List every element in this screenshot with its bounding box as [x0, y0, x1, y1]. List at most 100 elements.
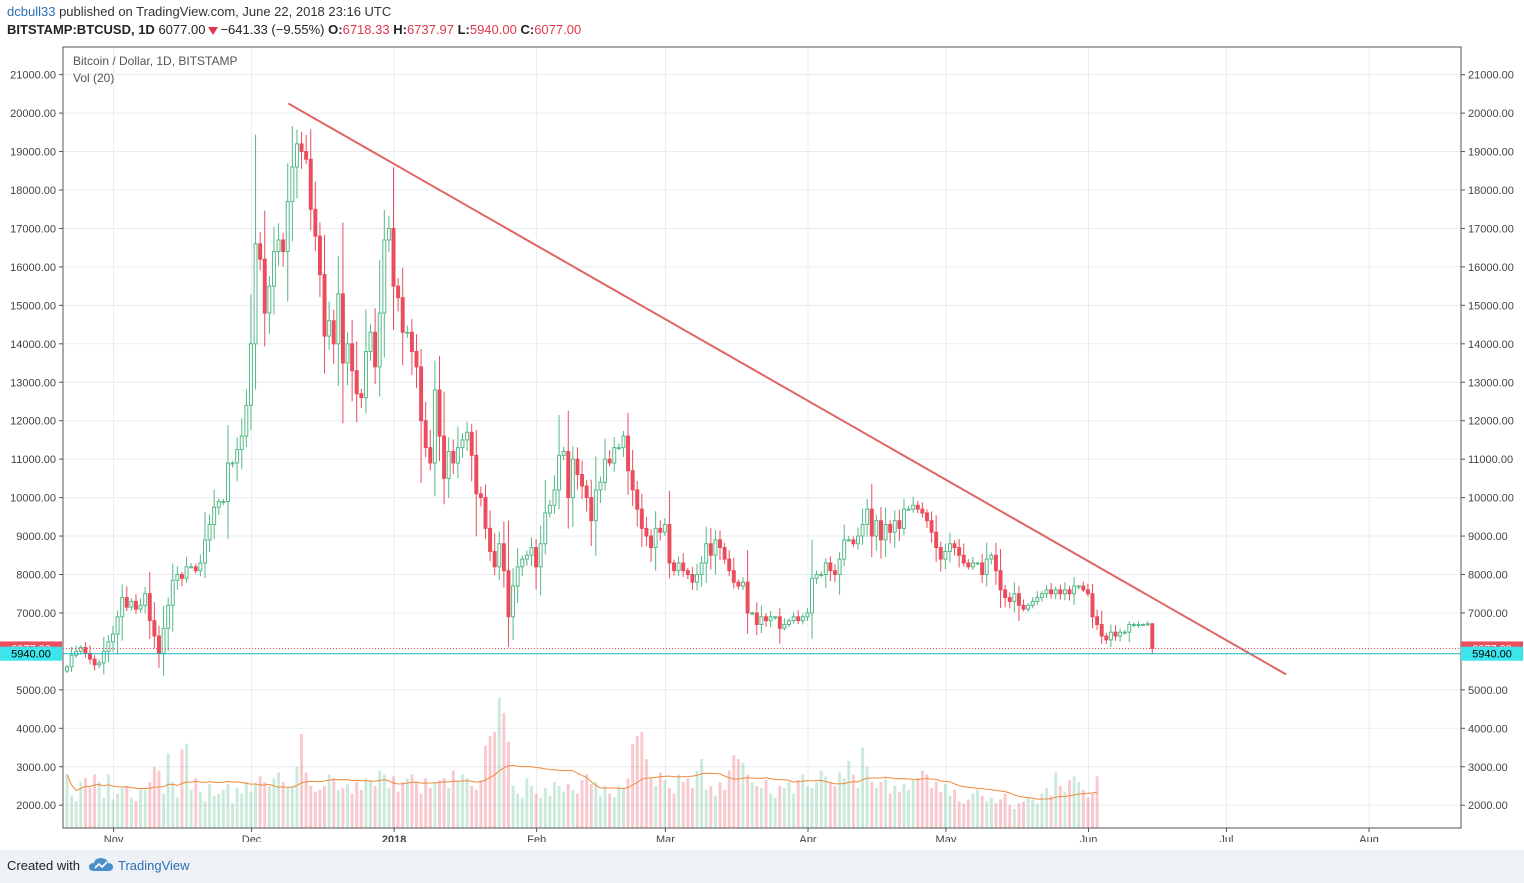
candle[interactable]	[193, 566, 198, 572]
candle[interactable]	[221, 500, 226, 503]
candle[interactable]	[952, 543, 957, 549]
candle[interactable]	[138, 604, 143, 610]
candle[interactable]	[106, 641, 111, 652]
candle[interactable]	[764, 616, 768, 622]
candle[interactable]	[901, 508, 906, 529]
candle[interactable]	[359, 393, 364, 399]
candle[interactable]	[883, 524, 888, 541]
candle[interactable]	[239, 435, 244, 451]
candle[interactable]	[313, 208, 318, 237]
candle[interactable]	[225, 462, 230, 502]
candle[interactable]	[970, 562, 975, 568]
candle[interactable]	[961, 554, 966, 564]
candle[interactable]	[1122, 631, 1127, 634]
candle[interactable]	[929, 520, 934, 533]
candle[interactable]	[589, 497, 594, 522]
candle[interactable]	[1104, 635, 1109, 641]
candle[interactable]	[975, 562, 980, 565]
candle[interactable]	[1090, 593, 1095, 618]
candle[interactable]	[1127, 623, 1132, 633]
candle[interactable]	[1049, 589, 1054, 595]
candle[interactable]	[810, 577, 814, 614]
candle[interactable]	[828, 562, 833, 572]
candle[interactable]	[451, 450, 456, 464]
candle[interactable]	[874, 520, 879, 537]
candle[interactable]	[593, 489, 598, 522]
candle[interactable]	[837, 558, 842, 575]
candle[interactable]	[856, 535, 860, 545]
candle[interactable]	[1012, 593, 1017, 602]
candle[interactable]	[170, 579, 175, 606]
candle[interactable]	[409, 331, 414, 352]
candle[interactable]	[708, 543, 713, 556]
candle[interactable]	[598, 481, 603, 491]
candle[interactable]	[842, 539, 847, 560]
candle[interactable]	[892, 520, 897, 533]
candle[interactable]	[304, 151, 309, 160]
candle[interactable]	[860, 524, 865, 537]
candle[interactable]	[644, 527, 649, 537]
candle[interactable]	[474, 454, 479, 495]
candle[interactable]	[626, 435, 631, 472]
candle[interactable]	[363, 350, 368, 399]
candle[interactable]	[984, 558, 989, 575]
candle[interactable]	[1081, 585, 1086, 591]
candle[interactable]	[653, 527, 658, 549]
candle[interactable]	[534, 547, 539, 568]
candle[interactable]	[179, 574, 184, 579]
tradingview-link[interactable]: TradingView	[118, 858, 190, 873]
candle[interactable]	[202, 539, 207, 564]
chart-frame[interactable]: 21000.00 21000.00 20000.00 20000.00 19000.00…	[0, 42, 1524, 846]
candle[interactable]	[345, 343, 350, 364]
candle[interactable]	[782, 623, 787, 629]
candle[interactable]	[966, 562, 971, 568]
candle[interactable]	[212, 506, 217, 526]
candle[interactable]	[750, 612, 755, 615]
candle[interactable]	[161, 627, 166, 654]
candle[interactable]	[727, 558, 732, 572]
candle[interactable]	[157, 635, 161, 654]
candle[interactable]	[722, 547, 727, 560]
candle[interactable]	[754, 612, 759, 625]
tradingview-cloud-icon[interactable]	[88, 857, 114, 873]
candle[interactable]	[1021, 604, 1026, 610]
candle[interactable]	[685, 570, 690, 576]
candle[interactable]	[115, 616, 120, 635]
trendline[interactable]	[287, 102, 1287, 676]
candle[interactable]	[1136, 623, 1141, 626]
candle[interactable]	[230, 462, 235, 465]
candle[interactable]	[1118, 631, 1123, 637]
candle[interactable]	[1141, 623, 1146, 626]
candle[interactable]	[580, 474, 585, 487]
candle[interactable]	[166, 604, 171, 629]
candle[interactable]	[478, 493, 483, 499]
candle[interactable]	[271, 251, 276, 287]
candle[interactable]	[1007, 597, 1012, 602]
candle[interactable]	[386, 227, 391, 241]
candle[interactable]	[690, 574, 695, 583]
candle[interactable]	[460, 439, 465, 449]
candle[interactable]	[745, 581, 750, 614]
candle[interactable]	[1030, 600, 1035, 606]
candle[interactable]	[331, 320, 336, 345]
candle[interactable]	[980, 562, 985, 576]
candle[interactable]	[235, 449, 240, 464]
candle[interactable]	[469, 431, 474, 456]
candle[interactable]	[566, 450, 571, 499]
candle[interactable]	[1072, 585, 1077, 595]
candle[interactable]	[943, 550, 948, 560]
candle[interactable]	[267, 285, 272, 314]
candle[interactable]	[465, 431, 470, 441]
candle[interactable]	[878, 520, 883, 541]
candle[interactable]	[621, 435, 626, 449]
candle[interactable]	[561, 450, 566, 456]
candle[interactable]	[1058, 589, 1063, 595]
candle[interactable]	[1099, 623, 1104, 637]
candle[interactable]	[616, 447, 621, 450]
candle[interactable]	[1095, 616, 1100, 625]
candle[interactable]	[704, 543, 709, 564]
candle[interactable]	[676, 562, 681, 572]
candle[interactable]	[920, 508, 925, 514]
candle[interactable]	[129, 600, 134, 608]
candle[interactable]	[377, 312, 382, 368]
